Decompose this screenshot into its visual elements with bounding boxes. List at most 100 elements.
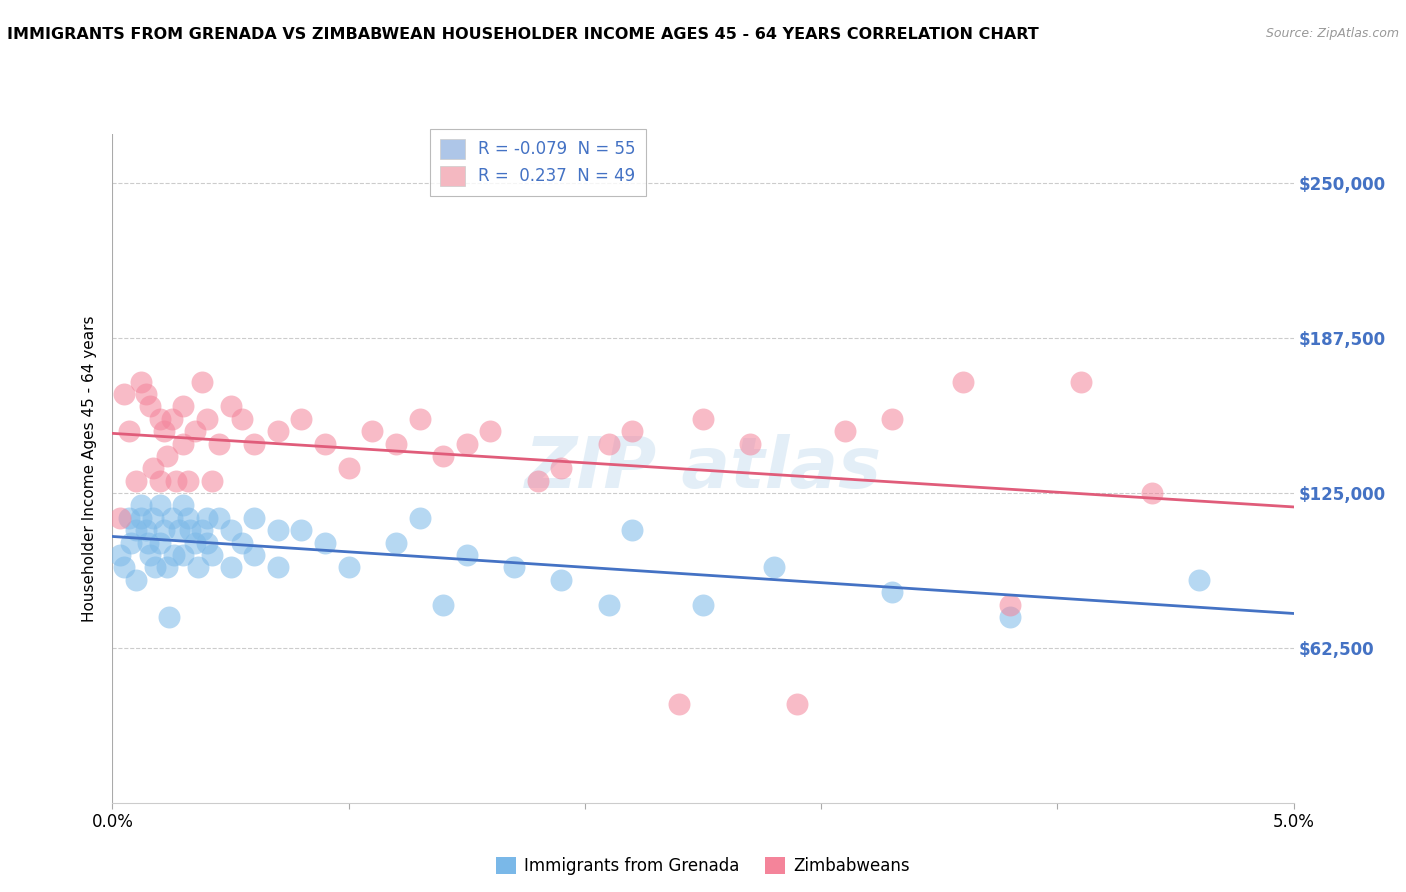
Point xyxy=(385,535,408,549)
Point xyxy=(118,511,141,525)
Point xyxy=(834,424,856,438)
Point xyxy=(208,511,231,525)
Point xyxy=(456,436,478,450)
Point xyxy=(998,598,1021,612)
Point xyxy=(361,424,384,438)
Point xyxy=(219,560,242,574)
Y-axis label: Householder Income Ages 45 - 64 years: Householder Income Ages 45 - 64 years xyxy=(82,315,97,622)
Point xyxy=(184,424,207,438)
Point xyxy=(201,474,224,488)
Point xyxy=(998,610,1021,624)
Point xyxy=(432,598,454,612)
Point xyxy=(598,436,620,450)
Legend: Immigrants from Grenada, Zimbabweans: Immigrants from Grenada, Zimbabweans xyxy=(489,850,917,881)
Point xyxy=(186,560,208,574)
Point xyxy=(231,535,253,549)
Point xyxy=(408,411,430,425)
Point xyxy=(149,411,172,425)
Point xyxy=(179,523,201,537)
Point xyxy=(195,411,218,425)
Point xyxy=(153,424,176,438)
Point xyxy=(177,474,200,488)
Point xyxy=(149,474,172,488)
Point xyxy=(1070,375,1092,389)
Point xyxy=(172,548,194,562)
Point xyxy=(243,548,266,562)
Point xyxy=(267,424,290,438)
Point xyxy=(314,535,336,549)
Point xyxy=(125,474,148,488)
Point xyxy=(135,523,157,537)
Point xyxy=(243,511,266,525)
Point xyxy=(692,598,714,612)
Point xyxy=(267,523,290,537)
Point xyxy=(598,598,620,612)
Point xyxy=(149,535,172,549)
Point xyxy=(1140,486,1163,500)
Point xyxy=(136,535,159,549)
Point xyxy=(143,560,166,574)
Point xyxy=(219,400,242,414)
Point xyxy=(290,411,312,425)
Point xyxy=(165,474,187,488)
Point xyxy=(195,535,218,549)
Point xyxy=(129,499,152,513)
Point xyxy=(668,697,690,711)
Point xyxy=(880,411,903,425)
Point xyxy=(153,523,176,537)
Point xyxy=(125,523,148,537)
Point xyxy=(191,523,214,537)
Point xyxy=(880,585,903,599)
Text: ZIP atlas: ZIP atlas xyxy=(524,434,882,503)
Point xyxy=(290,523,312,537)
Point xyxy=(243,436,266,450)
Point xyxy=(160,411,183,425)
Point xyxy=(456,548,478,562)
Point xyxy=(172,400,194,414)
Point xyxy=(337,461,360,475)
Point xyxy=(952,375,974,389)
Point xyxy=(139,400,162,414)
Point xyxy=(135,387,157,401)
Point xyxy=(432,449,454,463)
Point xyxy=(621,523,644,537)
Text: IMMIGRANTS FROM GRENADA VS ZIMBABWEAN HOUSEHOLDER INCOME AGES 45 - 64 YEARS CORR: IMMIGRANTS FROM GRENADA VS ZIMBABWEAN HO… xyxy=(7,27,1039,42)
Point xyxy=(108,548,131,562)
Point xyxy=(129,375,152,389)
Point xyxy=(108,511,131,525)
Point xyxy=(172,499,194,513)
Point xyxy=(120,535,142,549)
Point xyxy=(118,424,141,438)
Point xyxy=(112,560,135,574)
Point xyxy=(142,511,165,525)
Point xyxy=(167,523,190,537)
Point xyxy=(762,560,785,574)
Point xyxy=(163,548,186,562)
Point xyxy=(201,548,224,562)
Point xyxy=(195,511,218,525)
Point xyxy=(786,697,808,711)
Point xyxy=(692,411,714,425)
Point xyxy=(267,560,290,574)
Point xyxy=(526,474,548,488)
Point xyxy=(149,499,172,513)
Point xyxy=(621,424,644,438)
Point xyxy=(172,436,194,450)
Point xyxy=(191,375,214,389)
Point xyxy=(503,560,526,574)
Point xyxy=(142,461,165,475)
Point xyxy=(208,436,231,450)
Point xyxy=(156,560,179,574)
Point xyxy=(184,535,207,549)
Point xyxy=(550,573,572,587)
Text: Source: ZipAtlas.com: Source: ZipAtlas.com xyxy=(1265,27,1399,40)
Point xyxy=(479,424,502,438)
Point xyxy=(160,511,183,525)
Point xyxy=(125,573,148,587)
Point xyxy=(550,461,572,475)
Point xyxy=(157,610,180,624)
Point xyxy=(112,387,135,401)
Point xyxy=(156,449,179,463)
Point xyxy=(231,411,253,425)
Point xyxy=(408,511,430,525)
